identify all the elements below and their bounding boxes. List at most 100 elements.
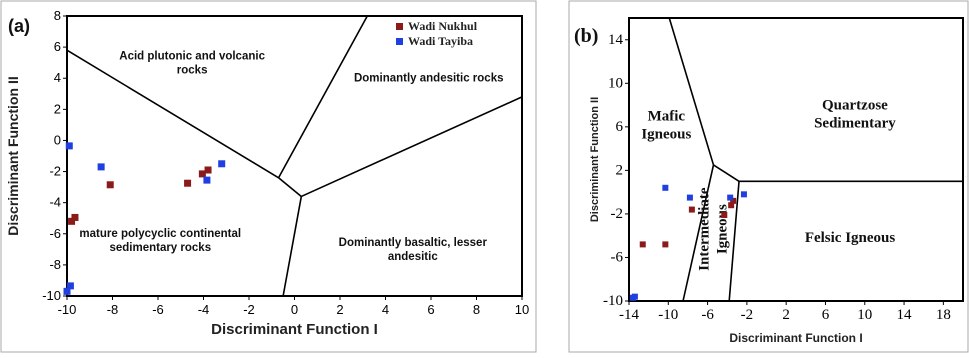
x-tick-label: 10 [515,302,529,317]
field-label-rotated: Intermediate [696,187,712,271]
x-tick-label: -6 [152,302,164,317]
x-tick-label: -4 [198,302,210,317]
field-label: Dominantly basaltic, lesser [339,237,488,249]
x-tick-label: -14 [619,307,639,323]
field-label-rotated: Igneous [714,204,730,254]
data-point-wadi-nukhul [730,197,737,204]
data-point-wadi-nukhul [662,241,669,248]
plot-frame [66,15,523,297]
plot-frame [628,17,964,302]
data-point-wadi-nukhul [728,202,735,209]
field-boundary-line [66,49,279,179]
data-point-wadi-nukhul [106,181,114,189]
y-tick-label: -8 [49,257,61,272]
field-boundary-line [682,164,715,302]
x-tick-label: -10 [658,307,678,323]
data-point-wadi-tayiba [218,160,226,168]
field-boundary-line [668,17,715,166]
data-point-wadi-tayiba [727,194,734,201]
legend-label: Wadi Tayiba [408,34,473,48]
field-label: andesitic [388,251,438,263]
data-point-wadi-nukhul [68,217,76,225]
data-point-wadi-tayiba [740,191,747,198]
y-tick-label: 8 [54,8,61,23]
x-tick-label: 2 [336,302,343,317]
panel-label: (a) [8,16,30,36]
x-tick-label: -10 [58,302,77,317]
x-tick-label: 0 [291,302,298,317]
data-point-wadi-nukhul [198,170,206,178]
x-tick-label: 4 [382,302,389,317]
legend-label: Wadi Nukhul [408,19,478,33]
field-label: Igneous [641,126,691,142]
chart-panel-b: -14 -10 -6 -2 2 6 10 14 18 -10 -6 -2 2 6 10 14 Discrimin… [568,0,969,353]
field-boundary-line [278,177,302,198]
field-label: Quartzose [822,97,888,113]
x-axis-label: Discriminant Function I [729,331,862,345]
y-tick-label: 2 [54,101,61,116]
field-label: Dominantly andesitic rocks [354,72,504,84]
data-point-wadi-tayiba [662,184,669,191]
x-tick-label: 8 [473,302,480,317]
y-tick-label: -4 [49,195,61,210]
outer-border [568,0,969,353]
data-point-wadi-tayiba [63,287,71,295]
y-axis-label: Discriminant Function II [589,97,601,222]
x-tick-label: -2 [243,302,255,317]
panel-label: (b) [574,25,598,47]
y-tick-label: 4 [54,70,61,85]
x-tick-label: 18 [936,307,951,323]
field-boundary-line [277,15,369,179]
data-point-wadi-nukhul [688,206,695,213]
data-point-wadi-nukhul [204,166,212,174]
data-point-wadi-tayiba [65,142,73,150]
data-point-wadi-tayiba [686,194,693,201]
legend-marker [396,23,403,30]
y-tick-label: 2 [616,162,624,178]
field-boundary-line [713,164,740,182]
y-axis-label: Discriminant Function II [5,76,21,235]
chart-panel-a: -10 -8 -6 -4 -2 0 2 4 6 8 10 -10 -8 -6 -4 -2 0 2 4 6 8 Discri… [0,0,537,353]
y-tick-label: 14 [608,32,624,48]
field-label: sedimentary rocks [109,242,211,254]
x-tick-label: -8 [107,302,119,317]
data-point-wadi-nukhul [184,179,192,187]
field-label: mature polycyclic continental [79,228,241,240]
x-tick-label: 10 [857,307,872,323]
x-axis-label: Discriminant Function I [211,321,378,338]
y-tick-label: -2 [49,164,61,179]
data-point-wadi-tayiba [629,294,636,301]
x-tick-label: 6 [427,302,434,317]
y-tick-label: -10 [603,293,623,309]
x-tick-label: -2 [741,307,754,323]
field-label: Mafic [648,108,686,124]
x-tick-label: 6 [822,307,830,323]
x-tick-label: 2 [782,307,790,323]
y-tick-label: -10 [42,288,61,303]
field-label: rocks [177,65,208,77]
discriminant-plot-b: -14 -10 -6 -2 2 6 10 14 18-10-6-2261014Discrimin… [568,0,969,353]
y-tick-label: 6 [616,119,624,135]
data-point-wadi-tayiba [97,163,105,171]
y-tick-label: 0 [54,132,61,147]
legend-marker [396,38,403,45]
outer-border [0,0,537,353]
data-point-wadi-nukhul [639,241,646,248]
data-point-wadi-tayiba [66,282,74,290]
y-tick-label: -6 [611,249,624,265]
data-point-wadi-nukhul [71,213,79,221]
y-tick-label: -2 [611,206,624,222]
field-label: Sedimentary [814,115,896,131]
x-tick-label: -6 [701,307,714,323]
y-tick-label: -6 [49,226,61,241]
field-boundary-line [728,181,740,302]
field-label: Felsic Igneous [805,230,896,246]
field-label: Acid plutonic and volcanic [119,51,265,63]
data-point-wadi-nukhul [721,212,728,219]
discriminant-plot-a: -10 -8 -6 -4 -2 0 2 4 6 8 10 -10 -8 -6 -4 -2 0 2 4 6 8 Discri… [0,0,537,353]
field-boundary-line [300,96,523,198]
x-tick-label: 14 [897,307,913,323]
y-tick-label: 6 [54,39,61,54]
y-tick-label: 10 [608,75,623,91]
data-point-wadi-tayiba [203,176,211,184]
